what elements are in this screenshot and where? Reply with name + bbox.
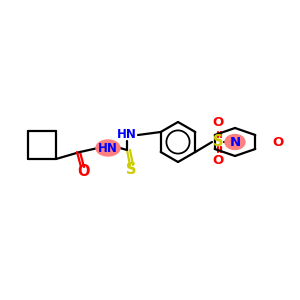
- Text: N: N: [230, 136, 241, 148]
- Ellipse shape: [96, 140, 120, 156]
- Text: O: O: [272, 136, 284, 148]
- Text: O: O: [212, 154, 224, 167]
- Ellipse shape: [225, 134, 245, 149]
- Text: HN: HN: [98, 142, 118, 154]
- Text: O: O: [78, 164, 90, 179]
- Text: S: S: [126, 163, 136, 178]
- Text: HN: HN: [117, 128, 137, 142]
- Text: O: O: [212, 116, 224, 130]
- Text: S: S: [213, 134, 223, 149]
